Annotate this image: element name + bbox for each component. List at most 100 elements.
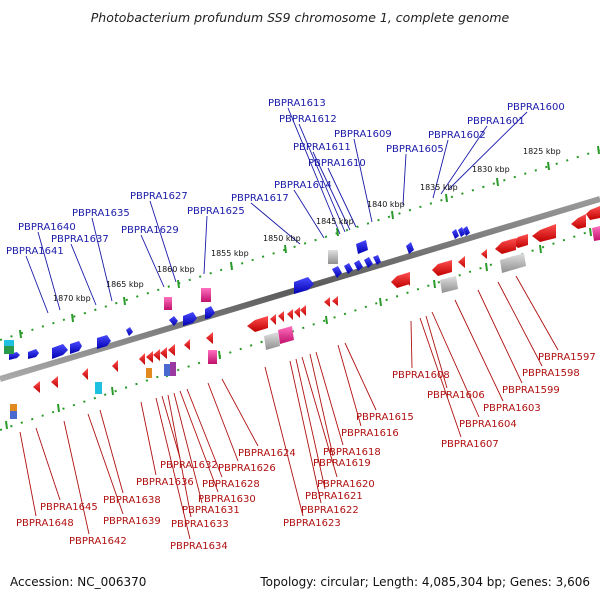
leader-line bbox=[70, 243, 97, 306]
gene-arrow-forward bbox=[344, 263, 353, 274]
gene-arrow-reverse bbox=[324, 297, 330, 307]
gene-label-pbpra1602: PBPRA1602 bbox=[428, 130, 486, 141]
gene-arrow-reverse bbox=[495, 238, 516, 254]
gene-arrow-reverse bbox=[586, 206, 600, 220]
leader-line bbox=[87, 413, 124, 515]
gene-label-pbpra1616: PBPRA1616 bbox=[341, 428, 399, 439]
gene-arrow-forward bbox=[463, 226, 470, 236]
gene-arrow-forward bbox=[28, 349, 39, 359]
gene-label-pbpra1631: PBPRA1631 bbox=[182, 505, 240, 516]
gene-arrow-forward bbox=[52, 344, 68, 359]
feature-block bbox=[10, 404, 17, 412]
gene-arrow-forward bbox=[373, 255, 381, 265]
gene-arrow-forward bbox=[406, 242, 414, 254]
feature-block bbox=[440, 276, 458, 293]
leader-line bbox=[149, 200, 177, 283]
gene-label-pbpra1629: PBPRA1629 bbox=[121, 225, 179, 236]
feature-block bbox=[264, 332, 280, 350]
gene-arrow-reverse bbox=[51, 376, 58, 388]
gene-label-pbpra1634: PBPRA1634 bbox=[170, 541, 228, 552]
leader-line bbox=[344, 342, 377, 411]
gene-arrow-reverse bbox=[146, 351, 153, 363]
leader-line bbox=[91, 217, 113, 302]
gene-label-pbpra1622: PBPRA1622 bbox=[301, 505, 359, 516]
leader-line bbox=[337, 344, 362, 427]
gene-label-pbpra1600: PBPRA1600 bbox=[507, 102, 565, 113]
gene-arrow-forward bbox=[452, 229, 459, 239]
gene-arrow-reverse bbox=[82, 368, 88, 380]
gene-arrow-reverse bbox=[391, 272, 410, 288]
feature-block bbox=[500, 253, 526, 273]
gene-label-pbpra1609: PBPRA1609 bbox=[334, 129, 392, 140]
gene-arrow-reverse bbox=[405, 274, 410, 286]
gene-label-pbpra1610: PBPRA1610 bbox=[308, 158, 366, 169]
gene-label-pbpra1638: PBPRA1638 bbox=[103, 495, 161, 506]
other-features bbox=[4, 226, 600, 419]
leader-line bbox=[63, 420, 90, 535]
gene-arrow-reverse bbox=[153, 349, 160, 361]
scale-label-1825: 1825 kbp bbox=[523, 147, 561, 156]
gene-label-pbpra1625: PBPRA1625 bbox=[187, 206, 245, 217]
gene-label-pbpra1624: PBPRA1624 bbox=[238, 448, 296, 459]
leader-line bbox=[315, 351, 344, 446]
feature-block bbox=[4, 346, 14, 354]
scale-major-ticks bbox=[19, 145, 600, 339]
leader-line bbox=[173, 392, 203, 504]
gene-arrow-reverse bbox=[168, 344, 175, 356]
leader-line bbox=[293, 189, 325, 239]
gene-arrow-reverse bbox=[112, 360, 118, 372]
gene-label-pbpra1615: PBPRA1615 bbox=[356, 412, 414, 423]
leader-line bbox=[298, 123, 346, 233]
feature-block bbox=[201, 288, 211, 302]
gene-label-pbpra1607: PBPRA1607 bbox=[441, 439, 499, 450]
gene-label-pbpra1641: PBPRA1641 bbox=[6, 246, 64, 257]
gene-label-pbpra1633: PBPRA1633 bbox=[171, 519, 229, 530]
gene-label-pbpra1603: PBPRA1603 bbox=[483, 403, 541, 414]
feature-block bbox=[4, 340, 14, 348]
leader-line bbox=[25, 255, 49, 314]
leader-line bbox=[140, 401, 157, 476]
gene-label-pbpra1635: PBPRA1635 bbox=[72, 208, 130, 219]
reverse-strand-genes bbox=[33, 206, 600, 393]
diagram-title: Photobacterium profundum SS9 chromosome … bbox=[90, 10, 510, 25]
topology-summary: Topology: circular; Length: 4,085,304 bp… bbox=[260, 575, 590, 589]
leader-line bbox=[440, 125, 488, 195]
gene-arrow-reverse bbox=[247, 316, 268, 332]
leader-line bbox=[221, 378, 259, 447]
leader-line bbox=[264, 366, 304, 517]
gene-arrow-reverse bbox=[300, 305, 306, 316]
leader-line bbox=[327, 167, 357, 228]
leader-line bbox=[140, 234, 165, 288]
scale-label-1850: 1850 kbp bbox=[263, 234, 301, 243]
leader-line bbox=[203, 215, 208, 275]
leader-line bbox=[309, 353, 334, 457]
leader-line bbox=[295, 358, 326, 490]
gene-arrow-reverse bbox=[481, 249, 487, 259]
gene-label-pbpra1639: PBPRA1639 bbox=[103, 516, 161, 527]
feature-block bbox=[95, 382, 102, 394]
scale-label-1835: 1835 kbp bbox=[420, 183, 458, 192]
feature-block bbox=[146, 368, 152, 378]
leader-line bbox=[477, 289, 523, 384]
gene-arrow-reverse bbox=[33, 381, 40, 393]
accession-text: Accession: NC_006370 bbox=[10, 575, 147, 589]
leader-line bbox=[402, 153, 407, 206]
scale-label-1830: 1830 kbp bbox=[472, 165, 510, 174]
feature-block bbox=[164, 297, 172, 310]
leader-line bbox=[250, 202, 301, 245]
gene-arrow-forward bbox=[458, 227, 465, 237]
leader-line bbox=[425, 315, 448, 389]
leader-line bbox=[99, 409, 124, 494]
gene-arrow-forward bbox=[169, 316, 178, 326]
gene-label-pbpra1611: PBPRA1611 bbox=[293, 142, 351, 153]
feature-block bbox=[278, 326, 294, 344]
gene-label-pbpra1630: PBPRA1630 bbox=[198, 494, 256, 505]
top-gene-labels: PBPRA1600 PBPRA1601 PBPRA1602 PBPRA1605 PBPR… bbox=[6, 98, 565, 257]
leader-line bbox=[167, 394, 192, 518]
gene-label-pbpra1601: PBPRA1601 bbox=[467, 116, 525, 127]
leader-line bbox=[155, 397, 191, 540]
gene-label-pbpra1627: PBPRA1627 bbox=[130, 191, 188, 202]
gene-arrow-reverse bbox=[287, 309, 293, 320]
gene-label-pbpra1612: PBPRA1612 bbox=[279, 114, 337, 125]
